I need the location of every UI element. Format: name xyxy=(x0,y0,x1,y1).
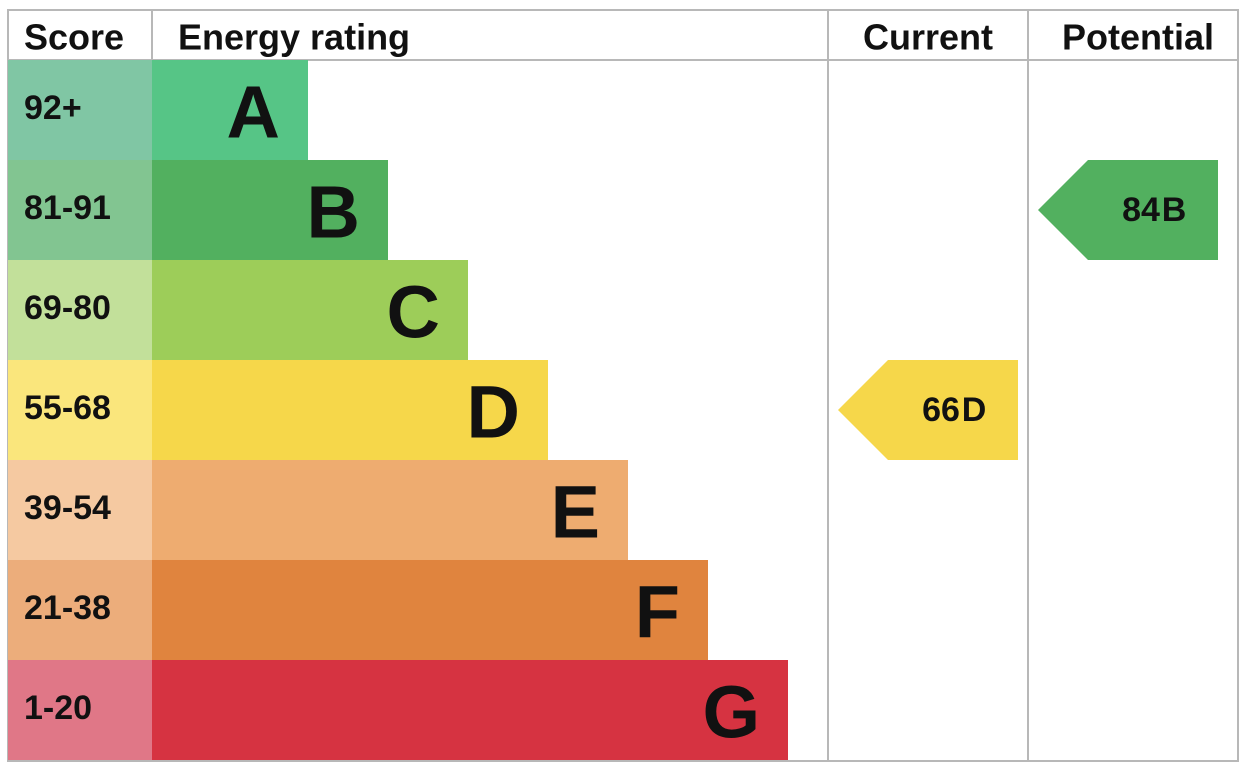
rating-bar xyxy=(152,560,708,660)
score-cell xyxy=(8,460,152,560)
rating-bar xyxy=(152,260,468,360)
rating-letter: A xyxy=(227,71,280,154)
rating-letter: F xyxy=(635,571,680,654)
rating-bar xyxy=(152,160,388,260)
score-cell xyxy=(8,360,152,460)
header-current: Current xyxy=(863,17,993,58)
score-cell xyxy=(8,260,152,360)
score-cell xyxy=(8,60,152,160)
rating-letter: D xyxy=(467,371,520,454)
header-potential: Potential xyxy=(1062,17,1214,58)
rating-letter: G xyxy=(702,671,760,754)
score-range: 55-68 xyxy=(24,389,111,427)
rating-bar xyxy=(152,60,308,160)
rating-letter: B xyxy=(307,171,360,254)
score-range: 21-38 xyxy=(24,589,111,627)
potential-arrow xyxy=(1038,160,1218,260)
header-rating: Energy rating xyxy=(178,17,410,58)
current-value: 66 xyxy=(922,391,960,429)
potential-value: 84 xyxy=(1122,191,1160,229)
score-range: 39-54 xyxy=(24,489,111,527)
score-cell xyxy=(8,660,152,760)
score-cell xyxy=(8,560,152,660)
potential-letter: B xyxy=(1162,191,1187,229)
rating-letter: C xyxy=(387,271,440,354)
rating-bar xyxy=(152,360,548,460)
header-score: Score xyxy=(24,17,124,58)
current-arrow xyxy=(838,360,1018,460)
current-letter: D xyxy=(962,391,987,429)
score-cell xyxy=(8,160,152,260)
score-range: 1-20 xyxy=(24,689,92,727)
rating-letter: E xyxy=(551,471,600,554)
score-range: 69-80 xyxy=(24,289,111,327)
score-range: 92+ xyxy=(24,89,82,127)
score-range: 81-91 xyxy=(24,189,111,227)
rating-bar xyxy=(152,460,628,560)
rating-bar xyxy=(152,660,788,760)
